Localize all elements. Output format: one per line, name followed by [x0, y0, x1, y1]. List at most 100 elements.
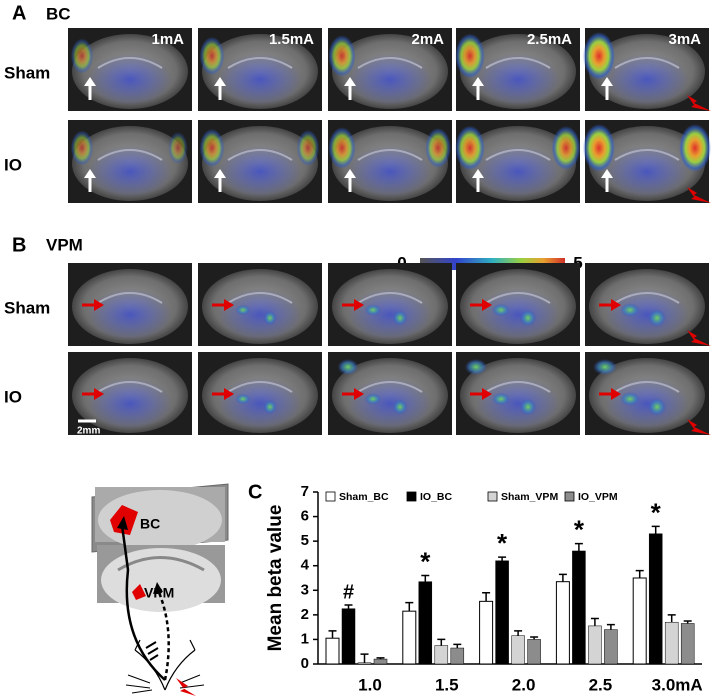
activation: [620, 303, 640, 317]
activation: [296, 130, 320, 166]
activation: [328, 35, 356, 77]
arrow-head: [482, 388, 492, 400]
stimulus-bolt: [687, 419, 711, 435]
activation: [70, 130, 94, 166]
y-tick-label: 2: [301, 606, 309, 623]
brain-image: [328, 352, 452, 435]
activation: [476, 145, 560, 198]
activation: [464, 359, 488, 375]
y-tick-label: 0: [301, 655, 309, 672]
error-bar: [482, 591, 491, 602]
y-tick-label: 4: [301, 557, 310, 574]
legend-swatch: [406, 491, 417, 502]
y-axis-label: Mean beta value: [265, 505, 286, 652]
bar: [341, 608, 356, 665]
activation: [263, 310, 277, 326]
legend-swatch: [564, 491, 575, 502]
brain-image: [585, 263, 711, 346]
bar: [511, 635, 525, 665]
panel-title: BC: [46, 4, 71, 23]
activation: [605, 53, 689, 106]
bar: [527, 639, 541, 665]
colorbar-min: 0: [397, 253, 406, 272]
brain-image: [585, 352, 711, 435]
x-tick-label: 2.5: [589, 675, 613, 694]
arrow-head: [94, 299, 104, 311]
activation: [218, 145, 302, 198]
brain-image: [328, 120, 452, 203]
activation: [88, 145, 172, 198]
activation: [364, 304, 382, 316]
annotation: *: [497, 528, 508, 558]
activation: [218, 377, 302, 430]
arrow-head: [472, 77, 484, 86]
activation: [605, 377, 689, 430]
brain-image: [198, 352, 322, 435]
y-tick-label: 1: [301, 630, 309, 647]
current-label: 1mA: [151, 31, 184, 48]
brain-image: [583, 28, 711, 111]
error-bar: [328, 630, 337, 639]
bar: [604, 629, 618, 665]
brain-image: [583, 120, 711, 203]
activation: [235, 393, 251, 405]
legend-label: Sham_VPM: [501, 491, 558, 503]
bar: [418, 581, 433, 665]
bar: [664, 621, 679, 665]
x-tick-label: 2.0: [512, 675, 536, 694]
activation: [455, 33, 485, 79]
stimulus-bolt: [687, 187, 711, 203]
y-tick-label: 7: [301, 483, 309, 500]
activation: [476, 53, 560, 106]
error-bar: [360, 653, 369, 663]
activation: [218, 53, 302, 106]
panel-label: C: [248, 481, 262, 503]
brain-image: [455, 120, 581, 203]
bar: [402, 610, 417, 665]
bar: [555, 581, 570, 665]
brain-image: [68, 28, 192, 111]
arrow-head: [611, 299, 621, 311]
error-bar: [558, 573, 567, 582]
activation: [491, 392, 511, 406]
arrow-head: [472, 169, 484, 178]
error-bar: [667, 614, 676, 623]
scale-bar-label: 2mm: [77, 426, 100, 437]
arrow-head: [214, 169, 226, 178]
activation: [348, 288, 432, 341]
activation: [328, 127, 356, 169]
activation: [519, 398, 537, 416]
bar: [325, 637, 340, 665]
y-tick-label: 6: [301, 508, 309, 525]
arrow-head: [84, 77, 96, 86]
activation: [491, 303, 511, 317]
arrow-head: [354, 388, 364, 400]
legend-swatch: [325, 491, 336, 502]
activation: [348, 377, 432, 430]
error-bar: [651, 525, 660, 534]
error-bar: [530, 636, 539, 640]
bar: [588, 625, 602, 665]
annotation: #: [343, 581, 354, 603]
error-bar: [683, 620, 692, 624]
legend-label: IO_BC: [420, 491, 453, 503]
arrow-head: [214, 77, 226, 86]
activation: [551, 126, 581, 170]
activation: [476, 288, 560, 341]
current-label: 1.5mA: [269, 31, 314, 48]
bar: [632, 577, 647, 665]
stimulus-bolt: [687, 330, 711, 346]
bar: [450, 647, 465, 665]
activation: [583, 32, 615, 80]
activation: [583, 124, 615, 172]
activation: [348, 53, 432, 106]
diagram-label: BC: [140, 516, 160, 532]
activation: [88, 377, 172, 430]
row-label: IO: [4, 155, 22, 174]
brain-image: [198, 28, 322, 111]
activation: [199, 36, 225, 76]
bar: [572, 550, 586, 665]
activation: [455, 125, 485, 171]
activation: [593, 359, 617, 375]
activation: [519, 309, 537, 327]
